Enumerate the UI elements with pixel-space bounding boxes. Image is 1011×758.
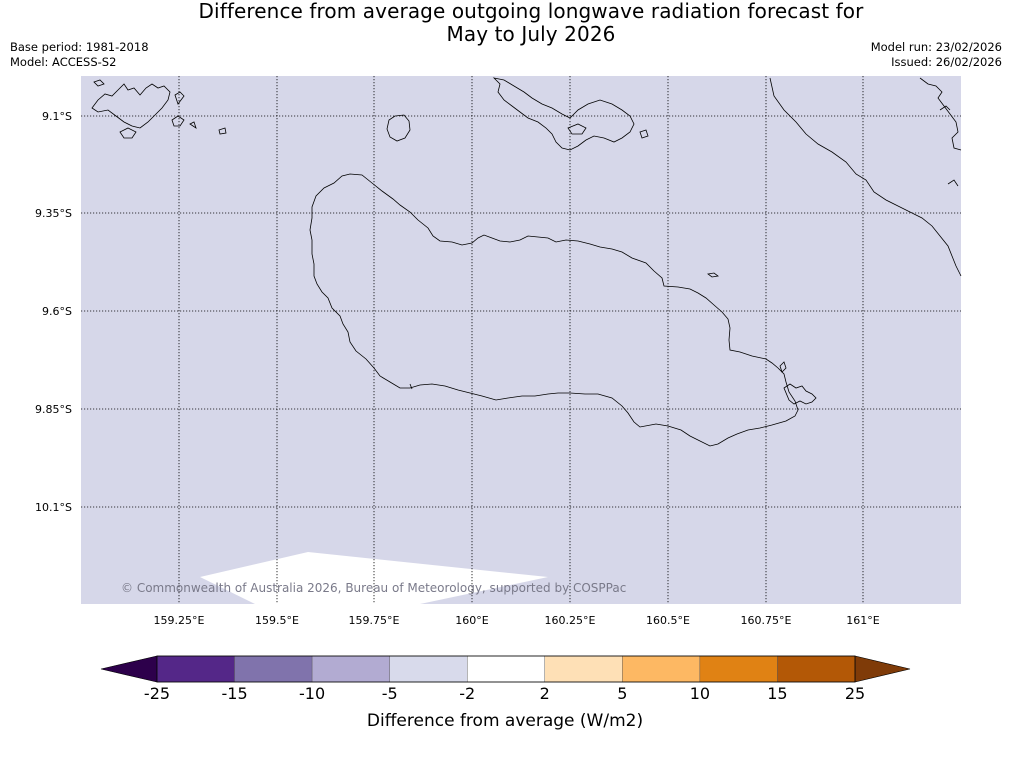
colorbar-swatch xyxy=(777,655,856,683)
colorbar-label: -15 xyxy=(221,684,247,703)
longitude-labels: 159.25°E 159.5°E 159.75°E 160°E 160.25°E 160.… xyxy=(154,614,880,627)
colorbar-label: 2 xyxy=(540,684,550,703)
colorbar-swatch xyxy=(622,655,701,683)
coastlines xyxy=(91,77,962,447)
colorbar-labels: -25 -15 -10 -5 -2 2 5 10 15 25 xyxy=(144,684,865,703)
colorbar-label: -5 xyxy=(382,684,398,703)
colorbar xyxy=(100,655,911,683)
lon-label: 161°E xyxy=(846,614,879,627)
map-background xyxy=(81,76,961,604)
lat-label: 10.1°S xyxy=(35,501,72,514)
map-title: Difference from average outgoing longwav… xyxy=(0,0,1011,46)
meta-right: Model run: 23/02/2026 Issued: 26/02/2026 xyxy=(871,40,1002,70)
coastline-savo xyxy=(386,114,411,142)
colorbar-over-arrow xyxy=(854,655,911,683)
colorbar-label: 5 xyxy=(617,684,627,703)
map-title-line-1: Difference from average outgoing longwav… xyxy=(198,0,864,23)
colorbar-label: -2 xyxy=(459,684,475,703)
coastline-guadalcanal xyxy=(309,173,799,447)
colorbar-swatch xyxy=(467,655,545,683)
coastline-russell-islands xyxy=(91,83,171,129)
issued-date: Issued: 26/02/2026 xyxy=(891,55,1002,69)
lon-label: 159.25°E xyxy=(154,614,205,627)
coastline-malaita xyxy=(769,77,962,277)
colorbar-label: 25 xyxy=(845,684,865,703)
colorbar-swatch xyxy=(544,655,623,683)
lon-label: 159.5°E xyxy=(255,614,299,627)
colorbar-label: -10 xyxy=(299,684,325,703)
colorbar-label: -25 xyxy=(144,684,170,703)
coastline-florida-islands xyxy=(492,77,635,151)
colorbar-label: 15 xyxy=(767,684,787,703)
colorbar-swatch xyxy=(699,655,778,683)
lon-label: 160.25°E xyxy=(545,614,596,627)
lat-label: 9.1°S xyxy=(42,110,72,123)
colorbar-swatch xyxy=(311,655,390,683)
lon-label: 160.5°E xyxy=(646,614,690,627)
lon-label: 160.75°E xyxy=(741,614,792,627)
gridlines xyxy=(81,76,961,604)
colorbar-swatch xyxy=(389,655,468,683)
colorbar-frame xyxy=(156,655,856,683)
colorbar-title: Difference from average (W/m2) xyxy=(367,711,643,731)
lat-label: 9.85°S xyxy=(35,403,72,416)
colorbar-label: 10 xyxy=(690,684,710,703)
copyright-notice: © Commonwealth of Australia 2026, Bureau… xyxy=(121,581,626,595)
map-title-line-2: May to July 2026 xyxy=(446,22,616,46)
colorbar-swatch xyxy=(234,655,313,683)
lat-label: 9.35°S xyxy=(35,207,72,220)
colorbar-under-arrow xyxy=(100,655,158,683)
model-name: Model: ACCESS-S2 xyxy=(10,55,117,69)
model-run: Model run: 23/02/2026 xyxy=(870,40,1002,54)
lon-label: 159.75°E xyxy=(349,614,400,627)
lat-label: 9.6°S xyxy=(42,305,72,318)
base-period: Base period: 1981-2018 xyxy=(10,40,149,54)
lon-label: 160°E xyxy=(455,614,488,627)
meta-left: Base period: 1981-2018 Model: ACCESS-S2 xyxy=(10,40,149,70)
colorbar-swatch xyxy=(156,655,235,683)
latitude-labels: 9.1°S 9.35°S 9.6°S 9.85°S 10.1°S xyxy=(35,110,72,514)
